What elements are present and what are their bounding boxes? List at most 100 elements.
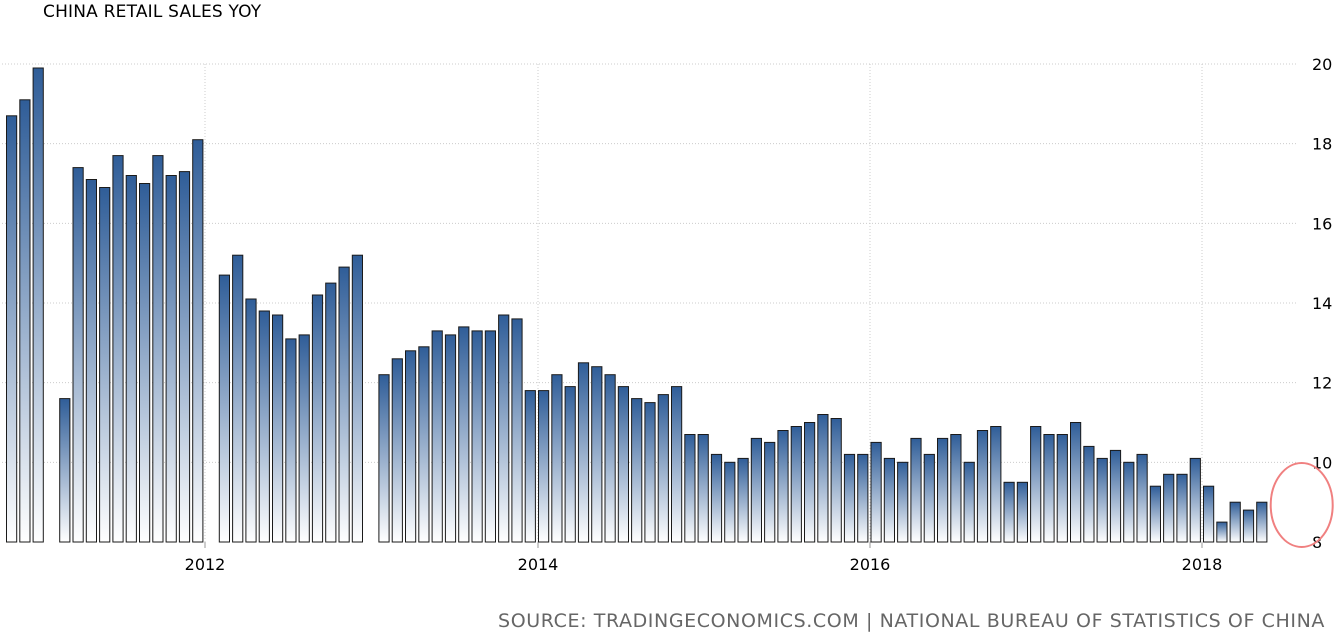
bar — [591, 366, 603, 543]
bar — [1149, 485, 1162, 543]
bar — [298, 334, 310, 543]
bar — [165, 175, 177, 543]
bar — [684, 434, 696, 543]
bar — [471, 330, 483, 543]
bar — [857, 453, 869, 543]
bar — [897, 461, 909, 543]
bar — [1043, 434, 1055, 543]
bar — [644, 402, 656, 543]
bar — [85, 179, 98, 543]
bar — [804, 422, 816, 543]
bar — [657, 394, 669, 543]
bar — [152, 155, 164, 543]
x-tick-label: 2016 — [850, 555, 891, 574]
bar — [1096, 457, 1108, 543]
bar — [577, 362, 590, 543]
bar — [1242, 509, 1255, 543]
bar — [564, 386, 576, 543]
bar — [498, 314, 510, 543]
bar — [19, 99, 31, 543]
bar — [125, 175, 137, 543]
bar — [338, 266, 350, 543]
bar — [511, 318, 523, 543]
bar — [843, 453, 856, 543]
x-axis: 2012 2014 2016 2018 — [185, 555, 1223, 574]
bar — [737, 457, 749, 543]
bar — [431, 330, 443, 543]
bar — [325, 282, 337, 543]
bars — [6, 67, 1268, 543]
bar — [1163, 473, 1175, 543]
bar — [458, 326, 470, 543]
bar — [272, 314, 284, 543]
bar — [418, 346, 430, 543]
bar — [1216, 521, 1228, 543]
bar — [59, 398, 71, 543]
y-tick-label: 10 — [1312, 453, 1332, 472]
y-tick-label: 12 — [1312, 374, 1332, 393]
bar — [870, 441, 882, 543]
bar — [245, 298, 257, 543]
bar — [1003, 481, 1015, 543]
bar — [1056, 434, 1068, 543]
bar — [6, 115, 18, 543]
bar — [311, 294, 324, 543]
bar — [391, 358, 403, 543]
grid-lines — [2, 63, 1298, 548]
bar — [777, 430, 789, 543]
highlight-circle — [1269, 462, 1334, 548]
bar — [551, 374, 563, 543]
y-tick-label: 20 — [1312, 55, 1332, 74]
bar — [1123, 461, 1135, 543]
bar — [1136, 453, 1148, 543]
bar — [724, 461, 736, 543]
bar — [524, 390, 536, 543]
bar — [631, 398, 643, 543]
bar — [192, 139, 204, 543]
bar — [1256, 501, 1268, 543]
bar — [405, 350, 417, 543]
bar — [1189, 457, 1201, 543]
bar — [697, 434, 709, 543]
highlight-ellipse — [1269, 462, 1334, 548]
y-tick-label: 16 — [1312, 214, 1332, 233]
bar — [883, 457, 895, 543]
x-tick-label: 2014 — [518, 555, 559, 574]
bar — [258, 310, 270, 543]
bar — [112, 155, 124, 543]
bar — [538, 390, 550, 543]
bar — [1229, 501, 1241, 543]
bar — [923, 453, 935, 543]
bar — [444, 334, 457, 543]
bar — [1109, 449, 1122, 543]
bar — [963, 461, 975, 543]
bar — [232, 254, 244, 543]
bar — [378, 374, 390, 543]
bar — [1030, 426, 1042, 543]
bar — [817, 414, 829, 543]
chart-title: CHINA RETAIL SALES YOY — [43, 2, 262, 22]
bar — [285, 338, 297, 543]
bar — [1203, 485, 1215, 543]
bar — [178, 171, 191, 543]
bar — [1176, 473, 1188, 543]
bar — [32, 67, 44, 543]
bar — [351, 254, 363, 543]
bar — [72, 167, 84, 543]
bar — [1070, 422, 1082, 543]
bar — [990, 426, 1002, 543]
bar — [617, 386, 629, 543]
bar — [1016, 481, 1028, 543]
bar — [937, 437, 949, 543]
x-tick-label: 2018 — [1182, 555, 1223, 574]
bar — [484, 330, 496, 543]
bar — [218, 274, 231, 543]
bar — [1083, 445, 1095, 543]
y-tick-label: 18 — [1312, 135, 1332, 154]
bar — [139, 183, 151, 543]
bar — [976, 430, 989, 543]
bar — [910, 437, 922, 543]
bar — [99, 187, 111, 543]
